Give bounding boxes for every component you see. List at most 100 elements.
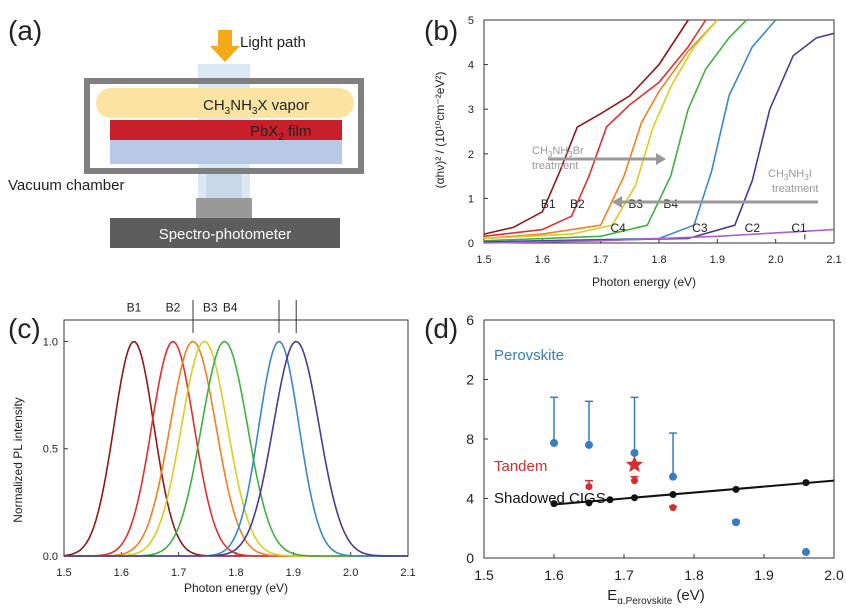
b-br-treatment-word: treatment <box>532 160 578 172</box>
d-cigs-point <box>732 485 740 493</box>
c-y-tick-label: 1.0 <box>43 336 58 348</box>
chart-c: (c) Normalized PL intensity Photon energ… <box>8 279 416 595</box>
chart-b: (b) (αhν)² / (10¹⁰cm⁻²eV²) Photon energy… <box>424 15 842 289</box>
c-x-tick-label: 1.8 <box>228 567 243 579</box>
d-cigs-point <box>631 494 638 502</box>
panel-letter-a: (a) <box>8 15 42 46</box>
c-peak-b3 <box>64 340 408 557</box>
b-y-axis-label: (αhν)² / (10¹⁰cm⁻²eV²) <box>433 72 447 189</box>
b-series-c1 <box>483 228 835 244</box>
d-cigs-point <box>802 479 810 487</box>
d-cigs-fit-line <box>553 479 835 506</box>
light-path-label: Light path <box>240 34 306 51</box>
d-cigs-point <box>585 499 593 507</box>
d-perovskite-label: Perovskite <box>494 347 564 364</box>
b-series-b1 <box>483 19 689 235</box>
b-x-tick-label: 1.9 <box>710 254 725 266</box>
b-label-b2: B2 <box>570 197 585 211</box>
d-perovskite-point <box>802 548 810 557</box>
d-perovskite-point <box>630 448 639 457</box>
chamber-bottom <box>84 168 364 174</box>
d-perovskite-point <box>585 440 593 449</box>
b-y-tick-label: 2 <box>468 149 474 161</box>
c-peak-c2 <box>64 340 408 557</box>
panel-d: (d) 1.5 1.6 1.7 1.8 1.9 2.0 0 4 8 2 6 Perovskite T… <box>420 300 846 607</box>
substrate-layer <box>110 140 342 164</box>
c-peak-b2 <box>64 340 408 557</box>
film-label: PbX2 film <box>250 123 311 143</box>
b-series-b2 <box>483 19 707 238</box>
d-cigs-point <box>669 491 677 499</box>
c-x-axis-label: Photon energy (eV) <box>184 581 288 595</box>
b-label-c4: C4 <box>610 221 626 235</box>
c-peak-b1 <box>63 340 408 557</box>
c-peak-b4 <box>64 340 408 557</box>
b-y-tick-label: 0 <box>468 238 474 250</box>
panel-letter-d: (d) <box>424 313 458 344</box>
d-x-tick-label: 1.5 <box>474 567 494 583</box>
c-label-b2: B2 <box>166 300 181 314</box>
c-y-tick-label: 0.5 <box>43 444 58 456</box>
d-tandem-point <box>669 504 677 512</box>
light-arrow-head <box>210 46 240 62</box>
d-tandem-point <box>631 477 638 485</box>
d-y-tick-label: 2 <box>466 372 474 388</box>
panel-letter-c: (c) <box>8 313 41 344</box>
c-x-tick-label: 1.9 <box>286 567 301 579</box>
d-y-tick-label: 0 <box>466 550 474 566</box>
d-tandem-star <box>625 455 644 473</box>
d-x-tick-label: 1.9 <box>754 567 774 583</box>
d-x-tick-label: 1.8 <box>684 567 704 583</box>
b-x-tick-label: 1.5 <box>476 254 491 266</box>
spectrophotometer-box <box>110 218 340 248</box>
b-br-arrow-head <box>656 153 666 165</box>
d-x-tick-label: 2.0 <box>824 567 844 583</box>
b-label-b1: B1 <box>541 197 556 211</box>
b-x-tick-label: 2.1 <box>826 254 841 266</box>
d-y-tick-label: 8 <box>466 431 474 447</box>
c-x-tick-label: 2.1 <box>400 567 415 579</box>
c-label-b1: B1 <box>127 300 142 314</box>
b-y-tick-label: 1 <box>468 193 474 205</box>
d-cigs-point <box>550 500 558 508</box>
b-x-tick-label: 1.8 <box>651 254 666 266</box>
d-y-tick-label: 6 <box>466 312 474 328</box>
b-x-tick-label: 1.7 <box>593 254 608 266</box>
d-perovskite-point <box>550 438 558 447</box>
c-x-tick-label: 1.6 <box>114 567 129 579</box>
c-x-tick-label: 1.5 <box>56 567 71 579</box>
light-arrow-shaft <box>218 30 232 48</box>
b-series-c4 <box>483 19 748 242</box>
b-y-tick-label: 4 <box>468 60 474 72</box>
chart-d: (d) 1.5 1.6 1.7 1.8 1.9 2.0 0 4 8 2 6 Perovskite T… <box>424 312 844 607</box>
detector-neck <box>196 198 252 218</box>
c-peak-c3 <box>64 340 408 557</box>
panel-a: (a) Light path CH3NH3X vapor PbX2 film V… <box>0 0 420 270</box>
b-label-c1: C1 <box>791 221 807 235</box>
d-tandem-label: Tandem <box>494 458 547 475</box>
b-y-tick-label: 3 <box>468 104 474 116</box>
panel-b: (b) (αhν)² / (10¹⁰cm⁻²eV²) Photon energy… <box>420 0 846 300</box>
d-tandem-point <box>585 483 593 491</box>
vapor-layer <box>96 88 354 118</box>
b-plot-frame <box>483 19 835 244</box>
panel-c: (c) Normalized PL intensity Photon energ… <box>0 279 420 604</box>
b-label-b3: B3 <box>628 197 643 211</box>
c-peak-c4 <box>64 340 408 557</box>
chamber-left <box>84 78 90 174</box>
d-perovskite-point <box>669 472 677 481</box>
vapor-label: CH3NH3X vapor <box>203 97 309 117</box>
vacuum-chamber-label: Vacuum chamber <box>8 177 124 194</box>
c-label-b3: B3 <box>203 300 218 314</box>
b-x-tick-label: 1.6 <box>535 254 550 266</box>
b-x-axis-label: Photon energy (eV) <box>592 275 696 289</box>
b-i-arrow-head <box>612 196 622 208</box>
b-label-c2: C2 <box>745 221 761 235</box>
panel-letter-b: (b) <box>424 15 458 46</box>
b-y-tick-label: 5 <box>468 15 474 27</box>
c-x-tick-label: 2.0 <box>343 567 358 579</box>
b-i-treatment-word: treatment <box>772 183 818 195</box>
d-cigs-label: Shadowed CIGS <box>494 490 606 507</box>
b-series-b4 <box>483 19 718 240</box>
c-label-b4: B4 <box>223 300 238 314</box>
